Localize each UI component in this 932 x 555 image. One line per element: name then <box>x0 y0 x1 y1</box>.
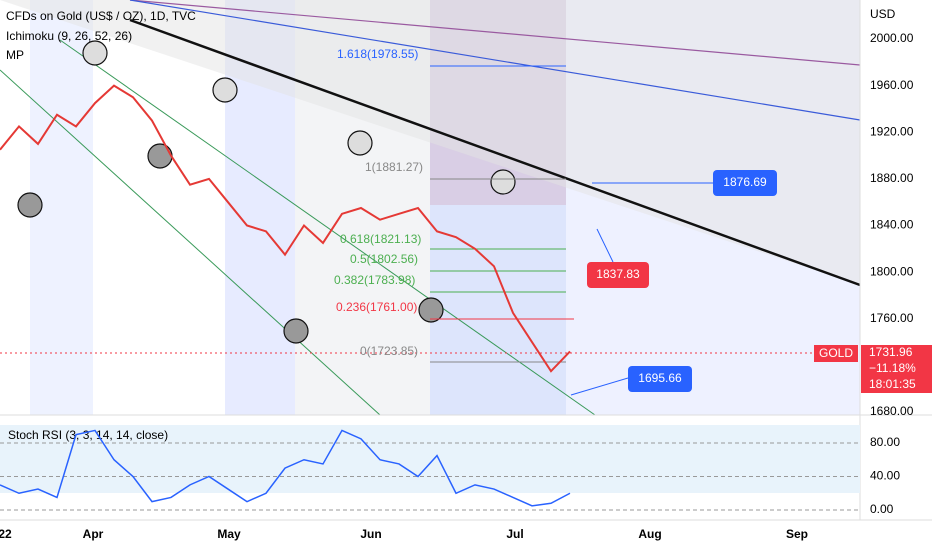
indicator: Ichimoku (9, 26, 52, 26) <box>6 29 132 43</box>
badge-text: 1695.66 <box>638 371 682 385</box>
rsi-title: Stoch RSI (3, 3, 14, 14, close) <box>8 428 168 442</box>
time-label: Apr <box>83 527 104 541</box>
fib-label: 1.618(1978.55) <box>337 47 418 61</box>
price-tick-label: 1960.00 <box>870 78 914 92</box>
quote-box <box>861 345 932 393</box>
trend <box>129 0 861 121</box>
price-tick-label: 1840.00 <box>870 218 914 232</box>
markers <box>17 40 516 344</box>
price-tick-label: 1920.00 <box>870 124 914 138</box>
price-tick-label: 1760.00 <box>870 311 914 325</box>
rsi-band <box>0 425 860 493</box>
rsi-tick-label: 80.00 <box>870 435 900 449</box>
fib-label: 0(1723.85) <box>360 344 418 358</box>
quote-countdown: 18:01:35 <box>869 377 916 391</box>
price-tick-label: 1680.00 <box>870 404 914 418</box>
badge-text: 1876.69 <box>723 175 767 189</box>
fib-label: 0.5(1802.56) <box>350 252 418 266</box>
time-bar <box>0 520 932 550</box>
time-label: 22 <box>0 527 12 541</box>
rsi-tick-label: 40.00 <box>870 469 900 483</box>
badge-text: 1837.83 <box>596 267 640 281</box>
quote-symbol: GOLD <box>819 346 853 360</box>
fib-label: 0.618(1821.13) <box>340 232 421 246</box>
quote-change: −11.18% <box>869 361 916 375</box>
price-tick-label: 1880.00 <box>870 171 914 185</box>
time-label: Aug <box>638 527 661 541</box>
fib-label: 0.382(1783.98) <box>334 273 415 287</box>
price-tick-label: 2000.00 <box>870 31 914 45</box>
quote-tag <box>814 345 858 362</box>
time-label: May <box>217 527 241 541</box>
indicator: MP <box>6 48 24 62</box>
fib-label: 0.236(1761.00) <box>336 300 417 314</box>
trend <box>129 18 861 287</box>
trend <box>129 0 861 66</box>
badge <box>628 366 692 392</box>
price-tick-label: 1800.00 <box>870 264 914 278</box>
time-label: Jun <box>360 527 381 541</box>
channel <box>0 0 860 285</box>
symbol: CFDs on Gold (US$ / OZ), 1D, TVC <box>6 9 196 23</box>
rsi-line <box>0 429 571 507</box>
rsi-tick-label: 0.00 <box>870 502 894 516</box>
leader <box>570 377 629 396</box>
quote-price: 1731.96 <box>869 345 913 359</box>
price-line <box>0 84 571 373</box>
badge <box>713 170 777 196</box>
fib-lines <box>430 65 574 363</box>
leader <box>596 228 614 263</box>
trend <box>0 69 381 416</box>
time-label: Sep <box>786 527 808 541</box>
fib-label: 1(1881.27) <box>365 160 423 174</box>
unit: USD <box>870 7 896 21</box>
time-label: Jul <box>506 527 523 541</box>
badge <box>587 262 649 288</box>
